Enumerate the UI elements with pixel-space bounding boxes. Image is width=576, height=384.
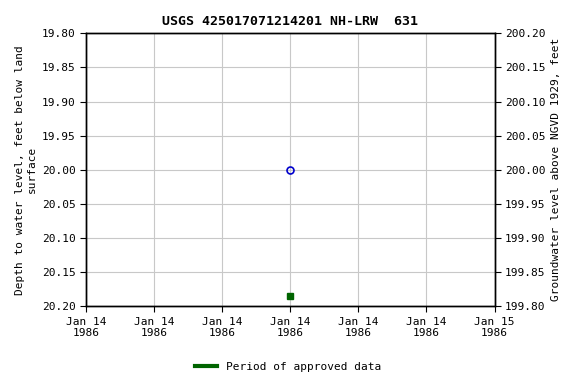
Y-axis label: Depth to water level, feet below land
surface: Depth to water level, feet below land su… xyxy=(15,45,37,295)
Title: USGS 425017071214201 NH-LRW  631: USGS 425017071214201 NH-LRW 631 xyxy=(162,15,418,28)
Y-axis label: Groundwater level above NGVD 1929, feet: Groundwater level above NGVD 1929, feet xyxy=(551,38,561,301)
Legend: Period of approved data: Period of approved data xyxy=(191,358,385,377)
